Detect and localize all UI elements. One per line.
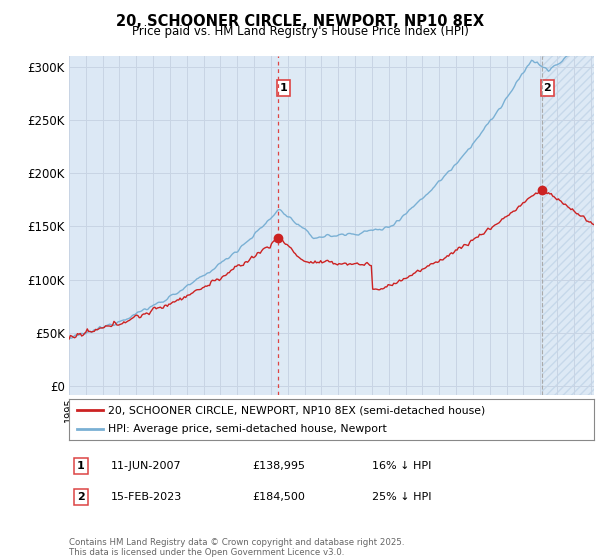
Text: 1: 1 — [77, 461, 85, 471]
Text: 25% ↓ HPI: 25% ↓ HPI — [372, 492, 431, 502]
Text: £184,500: £184,500 — [252, 492, 305, 502]
Bar — [542, 56, 596, 395]
Text: 20, SCHOONER CIRCLE, NEWPORT, NP10 8EX (semi-detached house): 20, SCHOONER CIRCLE, NEWPORT, NP10 8EX (… — [109, 405, 485, 415]
Text: 2: 2 — [77, 492, 85, 502]
Text: 2: 2 — [544, 83, 551, 93]
Text: 1: 1 — [280, 83, 287, 93]
Text: Price paid vs. HM Land Registry's House Price Index (HPI): Price paid vs. HM Land Registry's House … — [131, 25, 469, 38]
Text: 15-FEB-2023: 15-FEB-2023 — [111, 492, 182, 502]
Text: HPI: Average price, semi-detached house, Newport: HPI: Average price, semi-detached house,… — [109, 424, 387, 433]
Text: 20, SCHOONER CIRCLE, NEWPORT, NP10 8EX: 20, SCHOONER CIRCLE, NEWPORT, NP10 8EX — [116, 14, 484, 29]
Text: £138,995: £138,995 — [252, 461, 305, 471]
Bar — [278, 56, 542, 395]
Text: 16% ↓ HPI: 16% ↓ HPI — [372, 461, 431, 471]
Text: Contains HM Land Registry data © Crown copyright and database right 2025.
This d: Contains HM Land Registry data © Crown c… — [69, 538, 404, 557]
Text: 11-JUN-2007: 11-JUN-2007 — [111, 461, 182, 471]
